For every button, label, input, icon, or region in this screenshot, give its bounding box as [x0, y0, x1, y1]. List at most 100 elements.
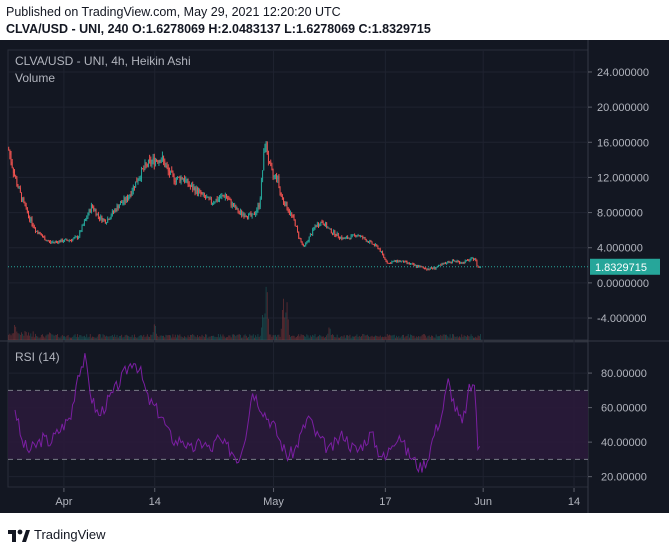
candle-body — [144, 163, 146, 170]
candle-body — [203, 193, 205, 197]
volume-bar — [188, 337, 190, 340]
volume-bar — [121, 334, 123, 340]
candle-body — [410, 263, 411, 265]
volume-bar — [212, 335, 213, 340]
volume-bar — [475, 336, 477, 340]
price-series[interactable] — [8, 141, 588, 271]
volume-bar — [113, 336, 114, 340]
candle-body — [66, 239, 68, 241]
candle-body — [96, 213, 98, 216]
candle-body — [149, 159, 151, 161]
candle-body — [446, 263, 448, 265]
candle-body — [11, 162, 13, 168]
volume-bar — [460, 337, 461, 340]
chart-svg[interactable]: 24.000000 20.000000 16.000000 12.000000 8.00… — [0, 40, 669, 513]
volume-bar — [53, 335, 55, 340]
candle-body — [181, 177, 183, 180]
candle-body — [193, 187, 195, 190]
volume-bar — [414, 337, 416, 340]
candle-body — [269, 161, 270, 163]
volume-bar — [358, 335, 360, 340]
volume-bar — [24, 331, 26, 340]
candle-body — [135, 181, 137, 188]
candle-body — [196, 187, 198, 194]
volume-bar — [85, 337, 86, 340]
candle-body — [170, 170, 171, 175]
candle-body — [302, 244, 304, 246]
candle-body — [251, 214, 253, 217]
candle-body — [137, 180, 139, 183]
volume-bar — [459, 336, 460, 340]
candle-body — [377, 245, 379, 249]
rsi-series[interactable] — [8, 353, 588, 474]
volume-bar — [71, 337, 72, 340]
volume-bar — [56, 335, 57, 340]
tradingview-logo[interactable]: TradingView — [8, 526, 106, 542]
rsi-tick-label: 80.00000 — [601, 368, 647, 380]
volume-bar — [313, 335, 315, 340]
x-tick-label: 14 — [149, 496, 161, 508]
candle-body — [461, 262, 463, 264]
candle-body — [234, 205, 236, 207]
volume-bar — [277, 334, 279, 340]
volume-bar — [383, 337, 385, 340]
volume-bar — [210, 335, 212, 340]
volume-bar — [148, 336, 149, 340]
candle-body — [157, 160, 159, 163]
volume-bar — [312, 334, 314, 340]
volume-bar — [16, 331, 18, 340]
volume-bar — [29, 335, 31, 340]
candle-body — [83, 220, 85, 225]
volume-bar — [349, 334, 351, 340]
volume-bar — [350, 337, 352, 340]
candle-body — [408, 262, 410, 265]
candle-body — [245, 215, 247, 217]
candle-body — [198, 190, 199, 194]
candle-body — [158, 160, 160, 163]
candle-body — [400, 261, 402, 263]
candle-body — [468, 259, 470, 262]
volume-bar — [479, 334, 481, 340]
volume-bar — [285, 312, 287, 340]
volume-bar — [263, 317, 265, 340]
candle-body — [418, 265, 420, 268]
volume-bar — [145, 336, 147, 340]
candle-body — [475, 258, 477, 261]
volume-bar — [462, 337, 464, 340]
volume-bar — [97, 334, 99, 340]
volume-bar — [281, 310, 283, 340]
candle-body — [71, 240, 72, 242]
candle-body — [237, 208, 239, 213]
candle-body — [19, 187, 21, 193]
candle-body — [322, 222, 324, 224]
volume-bar — [450, 337, 452, 340]
volume-bar — [235, 336, 237, 340]
candle-body — [104, 219, 106, 224]
candle-body — [117, 205, 119, 209]
candle-body — [326, 222, 328, 228]
volume-bar — [241, 337, 243, 340]
candle-body — [52, 241, 54, 243]
volume-bar — [12, 333, 14, 340]
volume-bar — [365, 335, 367, 340]
volume-bar — [326, 335, 328, 340]
volume-bar — [369, 336, 371, 340]
candle-body — [467, 259, 468, 261]
candle-body — [350, 235, 352, 240]
candle-body — [466, 259, 467, 261]
chart-area[interactable]: 24.000000 20.000000 16.000000 12.000000 8.00… — [0, 40, 669, 513]
volume-bar — [156, 333, 158, 340]
volume-bar — [35, 333, 36, 340]
candle-body — [182, 179, 184, 181]
volume-bar — [238, 334, 240, 340]
chart-title: CLVA/USD - UNI, 4h, Heikin Ashi — [15, 54, 191, 68]
candle-body — [78, 236, 79, 239]
candle-body — [273, 175, 275, 177]
candle-body — [344, 237, 346, 239]
candle-body — [61, 239, 63, 242]
volume-bar — [258, 336, 260, 340]
candle-body — [178, 176, 180, 178]
volume-bar — [339, 337, 340, 340]
candle-body — [261, 179, 262, 199]
volume-bar — [163, 335, 165, 340]
